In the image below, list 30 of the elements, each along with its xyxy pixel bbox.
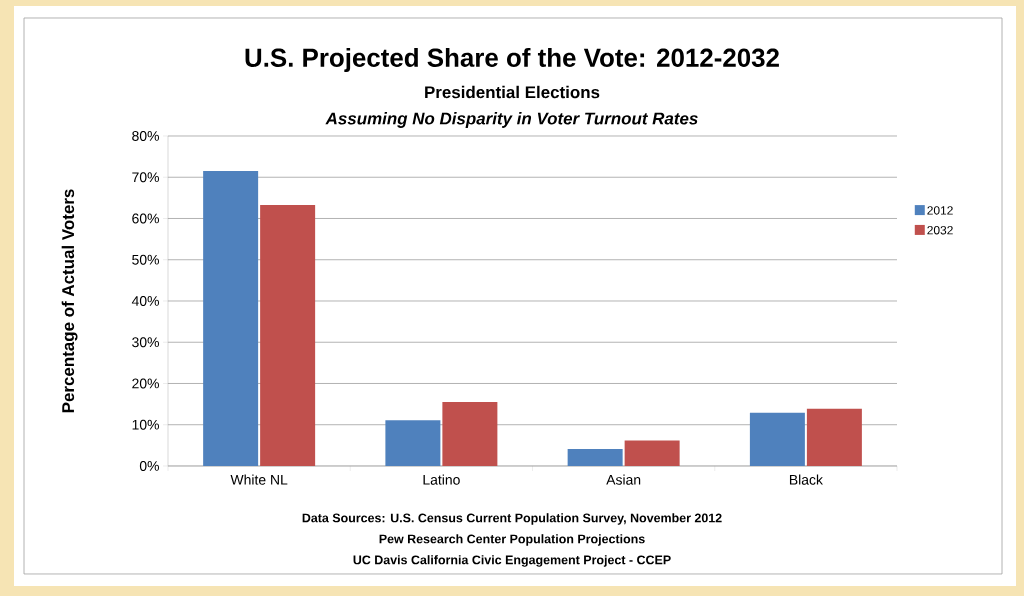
y-axis-title: Percentage of Actual Voters <box>61 189 78 413</box>
text: Data Sources: U.S. Census Current Population Survey, November 2012 <box>302 513 722 525</box>
y-tick-label: 0% <box>139 461 159 471</box>
y-tick-label: 50% <box>132 254 159 265</box>
chart-title: U.S. Projected Share of the Vote: 2012-2032 <box>245 47 779 73</box>
x-tick-label: White NL <box>230 474 288 485</box>
bar <box>442 402 498 466</box>
y-tick-label: 20% <box>132 378 159 389</box>
chart-subtitle: Presidential Elections <box>425 85 600 99</box>
legend-label: 2032 <box>927 226 953 235</box>
text: Assuming No Disparity in Voter Turnout Rates <box>325 112 698 128</box>
bar <box>385 420 441 466</box>
bar <box>260 204 316 466</box>
bar <box>567 449 623 466</box>
x-tick-label: Black <box>789 474 823 485</box>
x-tick-label: Latino <box>423 474 460 485</box>
bar <box>624 440 680 466</box>
y-tick-label: 70% <box>132 172 159 183</box>
text: Pew Research Center Population Projections <box>379 534 645 546</box>
y-tick-label: 40% <box>131 296 159 306</box>
text: UC Davis California Civic Engagement Project - CCEP <box>353 555 671 567</box>
y-tick-label: 10% <box>132 419 159 430</box>
y-tick-label: 60% <box>132 213 159 224</box>
legend-label: 2012 <box>927 206 953 215</box>
bar <box>203 171 259 466</box>
x-tick-label: Asian <box>606 474 641 485</box>
y-tick-label: 30% <box>132 337 159 348</box>
bar <box>749 412 805 466</box>
bar <box>806 408 862 466</box>
y-tick-label: 80% <box>132 131 159 141</box>
